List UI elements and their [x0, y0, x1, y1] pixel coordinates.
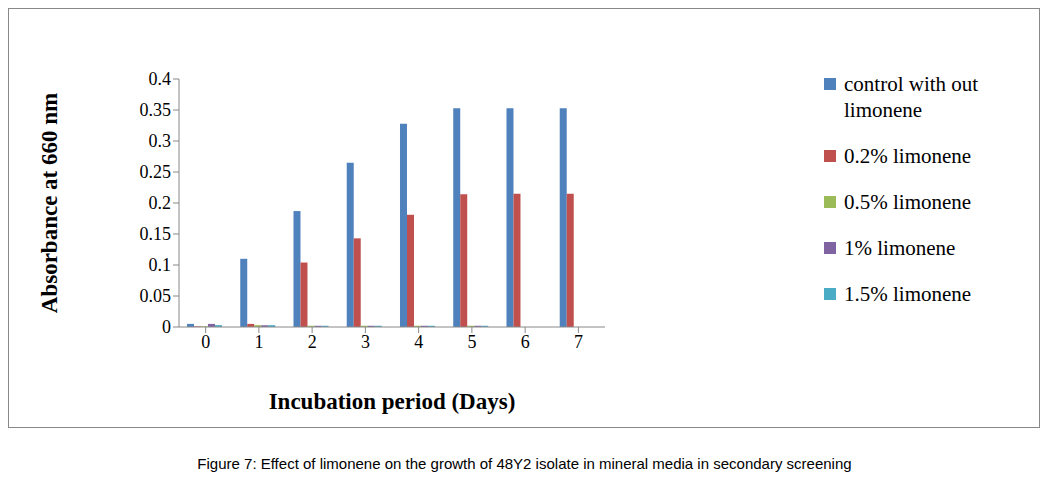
- svg-text:6: 6: [521, 332, 530, 352]
- svg-text:5: 5: [467, 332, 476, 352]
- html-text:0.2% limonene: 0.2% limonene: [844, 144, 972, 168]
- svg-text:0: 0: [201, 332, 210, 352]
- html-text:1% limonene: 1% limonene: [844, 236, 956, 260]
- svg-text:0.25: 0.25: [140, 162, 172, 182]
- svg-text:0.15: 0.15: [140, 224, 172, 244]
- svg-text:Incubation period (Days): Incubation period (Days): [269, 389, 516, 414]
- svg-text:0.05: 0.05: [140, 286, 172, 306]
- html-text:0.5% limonene: 0.5% limonene: [844, 190, 972, 214]
- svg-text:0: 0: [162, 317, 171, 337]
- svg-text:0.35: 0.35: [140, 100, 172, 120]
- svg-text:1: 1: [254, 332, 263, 352]
- svg-text:0.1: 0.1: [149, 255, 172, 275]
- svg-text:2: 2: [308, 332, 317, 352]
- svg-text:0.3: 0.3: [149, 131, 172, 151]
- html-text:Figure 7: Effect of limonene o: Figure 7: Effect of limonene on the grow…: [197, 455, 852, 472]
- svg-text:3: 3: [361, 332, 370, 352]
- svg-text:0.2: 0.2: [149, 193, 172, 213]
- svg-text:4: 4: [414, 332, 423, 352]
- svg-text:0.4: 0.4: [149, 69, 172, 89]
- svg-text:7: 7: [574, 332, 583, 352]
- svg-text:Absorbance at 660 nm: Absorbance at 660 nm: [37, 93, 62, 313]
- html-text:1.5% limonene: 1.5% limonene: [844, 282, 972, 306]
- html-text:control with out limonene: control with out limonene: [844, 72, 979, 122]
